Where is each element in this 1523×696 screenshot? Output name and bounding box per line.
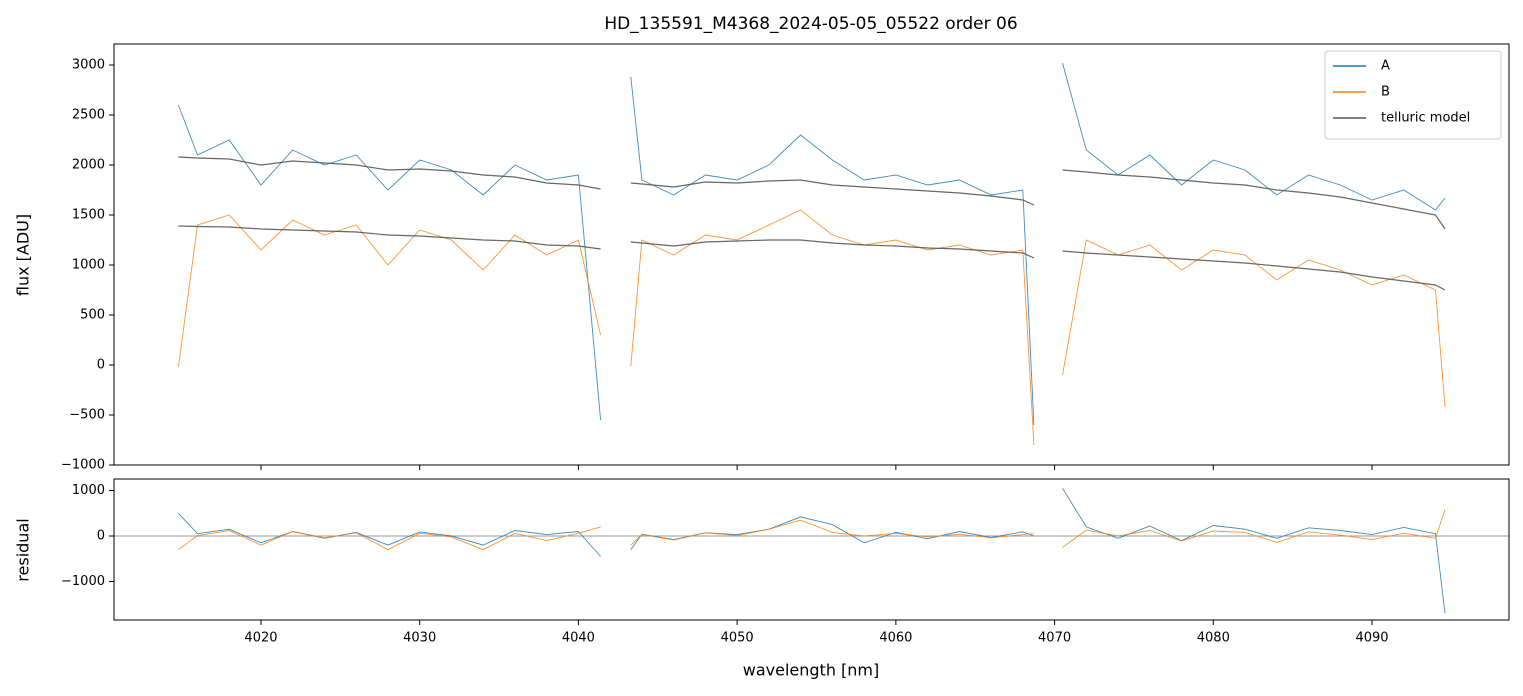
x-tick-label: 4080: [1197, 631, 1230, 646]
series-line: [177, 209, 1446, 446]
x-tick-label: 4060: [879, 631, 912, 646]
y-axis-label: flux [ADU]: [14, 214, 33, 296]
x-tick-label: 4030: [403, 631, 436, 646]
y-tick-label: 3000: [72, 58, 105, 73]
y-tick-label: 0: [97, 358, 105, 373]
chart-title: HD_135591_M4368_2024-05-05_05522 order 0…: [604, 14, 1017, 34]
plot-frame: [113, 43, 1510, 466]
y-axis-label: residual: [14, 518, 33, 581]
x-tick-label: 4070: [1038, 631, 1071, 646]
y-tick-label: 1500: [72, 208, 105, 223]
legend-label: B: [1381, 85, 1390, 100]
y-tick-label: 500: [80, 308, 105, 323]
series-line: [178, 225, 1446, 291]
legend-box: [1324, 50, 1502, 140]
legend-label: telluric model: [1381, 111, 1470, 126]
y-tick-label: 2000: [72, 158, 105, 173]
y-tick-label: 2500: [72, 108, 105, 123]
legend-label: A: [1381, 59, 1390, 74]
series-line: [178, 487, 1446, 614]
x-axis-label: wavelength [nm]: [743, 661, 880, 680]
y-tick-label: −500: [69, 408, 105, 423]
series-line: [177, 62, 1446, 426]
x-tick-label: 4090: [1355, 631, 1388, 646]
x-tick-label: 4050: [721, 631, 754, 646]
y-tick-label: 1000: [72, 258, 105, 273]
y-tick-label: −1000: [61, 574, 105, 589]
y-tick-label: 1000: [72, 483, 105, 498]
x-tick-label: 4020: [244, 631, 277, 646]
series-line: [178, 156, 1446, 230]
y-tick-label: −1000: [61, 458, 105, 473]
plot-frame: [113, 478, 1510, 621]
x-tick-label: 4040: [562, 631, 595, 646]
series-line: [178, 509, 1446, 551]
y-tick-label: 0: [97, 529, 105, 544]
